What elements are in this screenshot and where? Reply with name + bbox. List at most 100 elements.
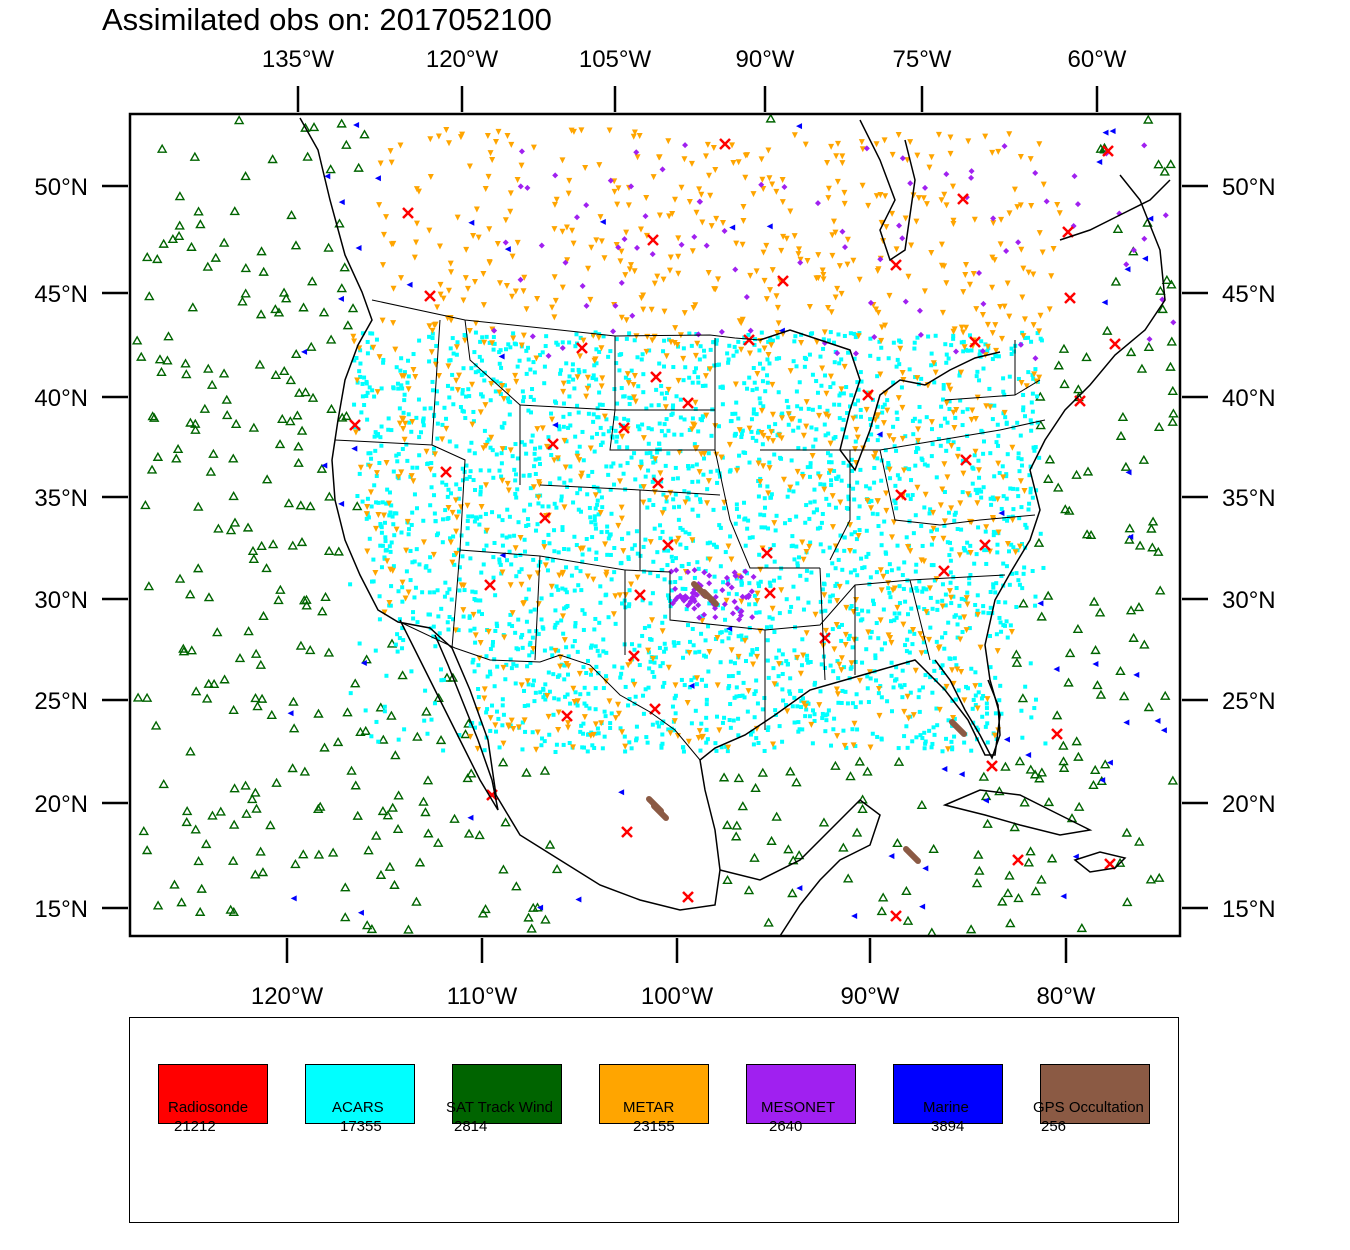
sat-track-wind-marker — [731, 820, 743, 830]
metar-marker — [692, 399, 699, 406]
metar-marker — [518, 162, 525, 169]
marine-marker — [406, 281, 413, 288]
acars-marker — [593, 506, 598, 511]
acars-marker — [960, 409, 965, 414]
acars-marker — [777, 648, 782, 653]
acars-marker — [373, 648, 378, 653]
metar-marker — [768, 429, 775, 436]
acars-marker — [582, 611, 587, 616]
acars-marker — [445, 590, 450, 595]
acars-marker — [904, 535, 909, 540]
metar-marker — [694, 340, 701, 347]
acars-marker — [627, 696, 632, 701]
acars-marker — [746, 518, 751, 523]
metar-marker — [763, 296, 770, 303]
sat-track-wind-marker — [1100, 759, 1111, 769]
acars-marker — [977, 352, 982, 357]
acars-marker — [831, 381, 836, 386]
acars-marker — [926, 334, 931, 339]
metar-marker — [578, 470, 585, 477]
sat-track-wind-marker — [342, 320, 354, 330]
acars-marker — [691, 643, 696, 648]
acars-marker — [651, 503, 656, 508]
acars-marker — [673, 465, 678, 470]
acars-marker — [516, 617, 521, 622]
metar-marker — [591, 357, 598, 364]
bottom-lon-label: 90°W — [841, 983, 900, 1010]
metar-marker — [588, 244, 595, 251]
metar-marker — [701, 451, 708, 458]
acars-marker — [618, 726, 623, 731]
acars-marker — [959, 340, 964, 345]
metar-marker — [830, 218, 837, 225]
acars-marker — [873, 653, 878, 658]
metar-marker — [914, 484, 921, 491]
metar-marker — [495, 128, 502, 135]
sat-track-wind-marker — [176, 897, 187, 907]
acars-marker — [766, 339, 771, 344]
acars-marker — [658, 523, 663, 528]
acars-marker — [562, 663, 567, 668]
acars-marker — [589, 520, 594, 525]
acars-marker — [828, 594, 833, 599]
sat-track-wind-marker — [270, 369, 282, 379]
acars-marker — [807, 474, 812, 479]
acars-marker — [722, 715, 727, 720]
metar-marker — [482, 402, 489, 409]
metar-marker — [708, 223, 715, 230]
acars-marker — [970, 465, 975, 470]
metar-marker — [534, 296, 541, 303]
acars-marker — [739, 435, 744, 440]
sat-track-wind-marker — [1073, 751, 1084, 761]
sat-track-wind-marker — [270, 304, 281, 314]
sat-track-wind-marker — [288, 723, 300, 733]
acars-marker — [1007, 374, 1012, 379]
acars-marker — [521, 395, 526, 400]
acars-marker — [874, 678, 879, 683]
acars-marker — [477, 609, 482, 614]
metar-marker — [693, 209, 700, 216]
metar-marker — [603, 572, 610, 579]
acars-marker — [1008, 623, 1013, 628]
metar-marker — [950, 221, 957, 228]
acars-marker — [400, 599, 405, 604]
mesonet-marker — [990, 215, 997, 222]
acars-marker — [774, 682, 779, 687]
acars-marker — [546, 435, 551, 440]
sat-track-wind-marker — [341, 139, 352, 149]
sat-track-wind-marker — [190, 424, 201, 434]
acars-marker — [588, 515, 593, 520]
sat-track-wind-marker — [255, 309, 267, 319]
acars-marker — [787, 517, 792, 522]
acars-marker — [672, 432, 677, 437]
metar-marker — [854, 434, 861, 441]
metar-marker — [423, 448, 430, 455]
metar-marker — [945, 746, 952, 753]
acars-marker — [753, 689, 758, 694]
acars-marker — [858, 370, 863, 375]
marine-marker — [1003, 736, 1010, 743]
acars-marker — [871, 598, 876, 603]
acars-marker — [547, 732, 552, 737]
sat-track-wind-marker — [1167, 385, 1178, 395]
mesonet-marker — [871, 333, 878, 340]
mesonet-marker — [674, 594, 681, 601]
acars-marker — [764, 564, 769, 569]
metar-marker — [970, 270, 977, 277]
sat-track-wind-marker — [1076, 922, 1088, 933]
acars-marker — [570, 362, 575, 367]
sat-track-wind-marker — [902, 915, 914, 925]
acars-marker — [395, 632, 400, 637]
sat-track-wind-marker — [449, 813, 460, 823]
sat-track-wind-marker — [227, 855, 239, 865]
sat-track-wind-marker — [838, 842, 849, 852]
right-lat-label: 40°N — [1222, 385, 1276, 412]
metar-marker — [904, 693, 911, 700]
acars-marker — [352, 402, 357, 407]
metar-marker — [626, 266, 633, 273]
metar-marker — [823, 390, 830, 397]
acars-marker — [564, 439, 569, 444]
acars-marker — [558, 368, 563, 373]
acars-marker — [830, 561, 835, 566]
acars-marker — [634, 736, 639, 741]
